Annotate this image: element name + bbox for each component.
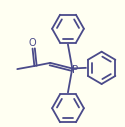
Text: P: P — [72, 65, 78, 75]
Text: O: O — [29, 38, 36, 48]
